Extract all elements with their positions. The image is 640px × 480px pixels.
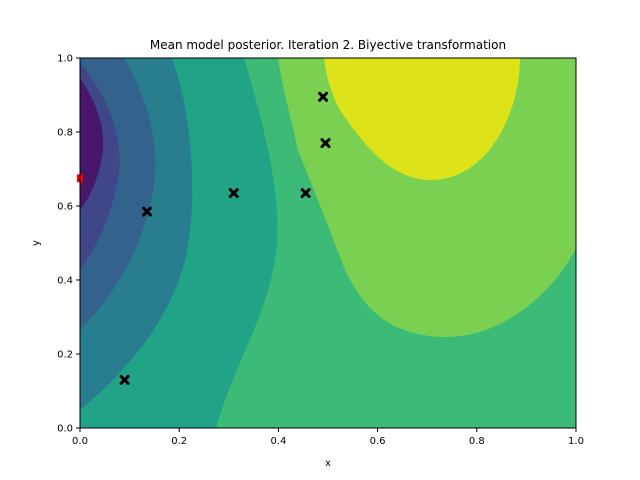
observation-marker <box>228 188 239 199</box>
x-tick-label: 1.0 <box>568 436 584 447</box>
x-axis: 0.0 0.2 0.4 0.6 0.8 1.0 <box>72 428 584 447</box>
plot-frame <box>79 57 577 429</box>
contour-level-7 <box>324 58 520 180</box>
observation-marker <box>318 91 329 102</box>
chart-title: Mean model posterior. Iteration 2. Biyec… <box>150 38 506 52</box>
x-tick-label: 0.8 <box>469 436 485 447</box>
observation-marker <box>141 206 152 217</box>
y-tick-label: 1.0 <box>57 54 73 65</box>
y-axis-label: y <box>31 240 42 246</box>
contour-level-0 <box>80 78 104 210</box>
y-tick-label: 0.2 <box>57 350 73 361</box>
x-tick-label: 0.2 <box>171 436 187 447</box>
contour-plot <box>80 58 576 428</box>
y-tick-label: 0.8 <box>57 128 73 139</box>
y-tick-label: 0.0 <box>57 424 73 435</box>
x-tick-label: 0.4 <box>270 436 286 447</box>
observation-marker <box>119 374 130 385</box>
x-tick-label: 0.0 <box>72 436 88 447</box>
y-axis: 0.0 0.2 0.4 0.6 0.8 1.0 <box>57 54 80 435</box>
y-tick-label: 0.4 <box>57 276 73 287</box>
y-tick-label: 0.6 <box>57 202 73 213</box>
x-tick-label: 0.6 <box>370 436 386 447</box>
observation-marker <box>320 138 331 149</box>
observation-marker <box>300 188 311 199</box>
x-axis-label: x <box>325 458 331 469</box>
